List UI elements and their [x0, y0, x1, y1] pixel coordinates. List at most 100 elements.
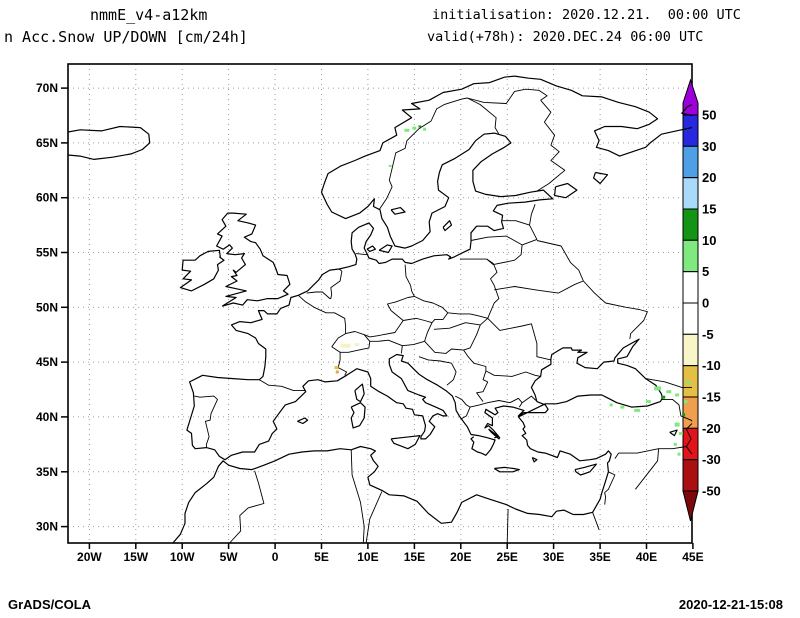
coastline-path [186, 75, 554, 461]
snow-spot [388, 164, 392, 167]
colorbar-tick-label: -30 [702, 452, 721, 467]
y-tick-label: 50N [36, 300, 58, 314]
colorbar-tick-label: 20 [702, 170, 716, 185]
snow-spot [418, 125, 422, 128]
coastline-path [378, 244, 393, 254]
border-path [369, 339, 403, 354]
border-path [536, 240, 584, 282]
x-tick-label: 20W [77, 550, 102, 564]
grid-lines [68, 64, 692, 543]
x-tick-label: 45E [682, 550, 703, 564]
coastline-path [514, 75, 693, 157]
coastline-path [366, 245, 376, 252]
colorbar-band [682, 239, 699, 273]
border-path [604, 471, 616, 505]
snow-spot [404, 128, 410, 132]
colorbar-band [682, 365, 699, 398]
border-path [454, 395, 471, 420]
border-path [463, 324, 481, 351]
x-tick-label: 25E [497, 550, 518, 564]
border-path [337, 352, 348, 376]
coastline-path [531, 456, 538, 463]
snow-accumulation-spots [334, 125, 691, 456]
colorbar-tick-label: -10 [702, 358, 721, 373]
border-path [306, 268, 343, 300]
y-tick-label: 40N [36, 410, 58, 424]
border-path [467, 97, 500, 135]
x-tick-label: 40E [636, 550, 657, 564]
colorbar-tick-label: -5 [702, 327, 714, 342]
border-path [463, 349, 541, 377]
border-path [467, 88, 548, 104]
x-tick-label: 15W [123, 550, 148, 564]
y-tick-label: 60N [36, 191, 58, 205]
border-path [635, 448, 660, 490]
border-path [486, 224, 538, 266]
colorbar-band [682, 177, 699, 210]
coastline-path [390, 435, 421, 450]
snow-spot [335, 370, 339, 374]
plot-timestamp: 2020-12-21-15:08 [678, 597, 783, 612]
border-path [583, 280, 648, 340]
border-path [350, 449, 365, 544]
border-path [487, 317, 552, 361]
x-tick-label: 35E [589, 550, 610, 564]
coastline-path [669, 429, 678, 437]
x-tick-label: 5W [220, 550, 239, 564]
border-path [494, 280, 584, 294]
colorbar-band [682, 302, 699, 335]
border-path [433, 317, 488, 330]
colorbar-bottom-arrow [682, 490, 699, 522]
snow-spot [423, 127, 427, 131]
coastline-path [574, 463, 597, 476]
map-frame [67, 63, 693, 544]
snow-spot [678, 431, 683, 435]
colorbar-tick-label: 50 [702, 108, 716, 123]
border-path [424, 322, 433, 342]
colorbar-band [682, 208, 699, 241]
border-path [365, 491, 383, 544]
border-path [378, 97, 468, 211]
border-path [402, 340, 425, 347]
border-path [386, 295, 415, 321]
border-path [331, 331, 371, 353]
border-path [424, 340, 464, 354]
border-path [259, 379, 306, 392]
x-tick-label: 0 [272, 550, 279, 564]
coastline-path [179, 249, 225, 292]
initialisation-time: initialisation: 2020.12.21. 00:00 UTC [432, 7, 741, 23]
snow-spot [682, 413, 686, 417]
coastline-path [350, 402, 366, 429]
valid-time: valid(+78h): 2020.DEC.24 06:00 UTC [427, 29, 704, 45]
snow-spot [620, 405, 625, 409]
y-tick-label: 30N [36, 520, 58, 534]
x-tick-label: 20E [450, 550, 471, 564]
x-tick-label: 10E [357, 550, 378, 564]
border-path [592, 512, 600, 530]
y-tick-label: 45N [36, 355, 58, 369]
colorbar-band [682, 114, 699, 147]
snow-spot [675, 393, 680, 397]
y-tick-label: 70N [36, 81, 58, 95]
coastline-path [554, 182, 578, 199]
border-path [418, 356, 452, 364]
snow-spot [412, 126, 417, 130]
border-path [686, 446, 693, 455]
snow-spot [661, 395, 666, 399]
coastlines [67, 75, 693, 544]
snow-spot [654, 386, 662, 391]
snow-spot [354, 343, 360, 347]
border-path [486, 258, 500, 319]
colorbar-tick-label: -15 [702, 390, 721, 405]
border-path [614, 423, 693, 459]
snow-spot [645, 400, 651, 404]
border-path [229, 470, 265, 544]
colorbar-band [682, 145, 699, 179]
border-path [431, 312, 449, 323]
coastline-path [681, 104, 693, 117]
x-tick-label: 30E [543, 550, 564, 564]
border-path [404, 264, 415, 297]
border-path [476, 370, 489, 402]
snow-spot [334, 366, 339, 370]
